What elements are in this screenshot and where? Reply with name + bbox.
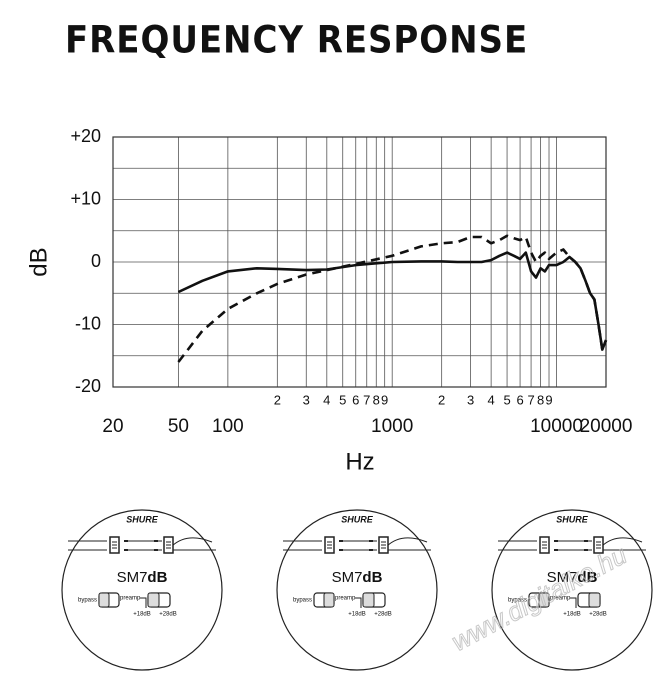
y-tick-label: +20 [70,126,101,146]
switch-diagram: SHURE SM7dB bypass preamp +18dB +28dB [61,509,223,671]
x-axis-label: Hz [345,448,374,475]
pictogram-switch-detail [542,541,547,549]
x-minor-tick-label: 5 [503,392,510,407]
x-minor-tick-label: 9 [545,392,552,407]
switch-diagram: SHURE SM7dB bypass preamp +18dB +28dB [491,509,653,671]
model-name: SM7 [332,569,363,586]
gain-high-label: +28dB [159,612,177,618]
model-name: SM7 [117,569,148,586]
pictogram-switch-detail [596,541,601,549]
pictogram-arrows [339,540,373,551]
x-minor-tick-label: 6 [516,392,523,407]
x-minor-tick-label: 4 [488,392,495,407]
switch-left-knob [538,592,550,608]
chart-title: FREQUENCY RESPONSE [65,19,528,62]
switch-link [355,597,362,608]
gain-high-label: +28dB [589,612,607,618]
switch-right-knob [362,592,375,608]
x-minor-tick-label: 7 [527,392,534,407]
model-name: SM7 [547,569,578,586]
brand-label: SHURE [126,514,159,524]
switch-left-label: bypass [78,598,97,604]
x-minor-tick-label: 5 [339,392,346,407]
switch-right-knob [588,592,601,608]
switch-left-knob [323,592,335,608]
switch-left-knob [98,592,110,608]
switch-link [570,597,577,608]
switch-link [140,597,147,608]
model-suffix: dB [577,569,597,586]
x-tick-label: 20 [102,416,123,437]
x-minor-tick-label: 3 [467,392,474,407]
pictogram-switch-detail [166,541,171,549]
switch-right-knob [147,592,160,608]
x-minor-tick-label: 8 [373,392,380,407]
x-minor-tick-label: 8 [537,392,544,407]
gain-high-label: +28dB [374,612,392,618]
pictogram-switch-detail [112,541,117,549]
plot-frame [112,136,607,388]
x-tick-label: 100 [212,416,244,437]
diagram-circle [61,509,223,671]
y-tick-label: +10 [70,188,101,208]
x-minor-tick-label: 2 [274,392,281,407]
y-tick-label: 0 [91,251,101,271]
model-suffix: dB [147,569,167,586]
gain-low-label: +18dB [348,612,366,618]
x-minor-tick-label: 6 [352,392,359,407]
x-tick-label: 1000 [371,416,413,437]
pictogram-switch-detail [327,541,332,549]
pictogram-arrows [124,540,158,551]
brand-label: SHURE [341,514,374,524]
x-minor-tick-label: 3 [303,392,310,407]
pictogram-switch-detail [381,541,386,549]
y-axis-label: dB [25,247,52,276]
x-tick-label: 10000 [530,416,583,437]
x-tick-label: 50 [168,416,189,437]
model-label: SM7dB [332,569,383,586]
gain-low-label: +18dB [563,612,581,618]
series-line [177,234,608,363]
x-tick-label: 20000 [580,416,633,437]
gain-low-label: +18dB [133,612,151,618]
pictogram-arrows [554,540,588,551]
brand-label: SHURE [556,514,589,524]
x-minor-tick-label: 9 [381,392,388,407]
y-tick-label: -10 [75,313,101,333]
pictogram-line [283,537,431,551]
pictogram-line [498,537,646,551]
y-tick-label: -20 [75,376,101,396]
switch-right-label: preamp [120,596,141,602]
pictogram-line [68,537,216,551]
x-minor-tick-label: 7 [363,392,370,407]
model-label: SM7dB [547,569,598,586]
switch-right-label: preamp [335,596,356,602]
switch-left-label: bypass [508,598,527,604]
switch-right-label: preamp [550,596,571,602]
model-suffix: dB [362,569,382,586]
switch-left-label: bypass [293,598,312,604]
diagram-circle [276,509,438,671]
x-minor-tick-label: 4 [323,392,330,407]
x-minor-tick-label: 2 [438,392,445,407]
switch-diagram: SHURE SM7dB bypass preamp +18dB +28dB [276,509,438,671]
model-label: SM7dB [117,569,168,586]
